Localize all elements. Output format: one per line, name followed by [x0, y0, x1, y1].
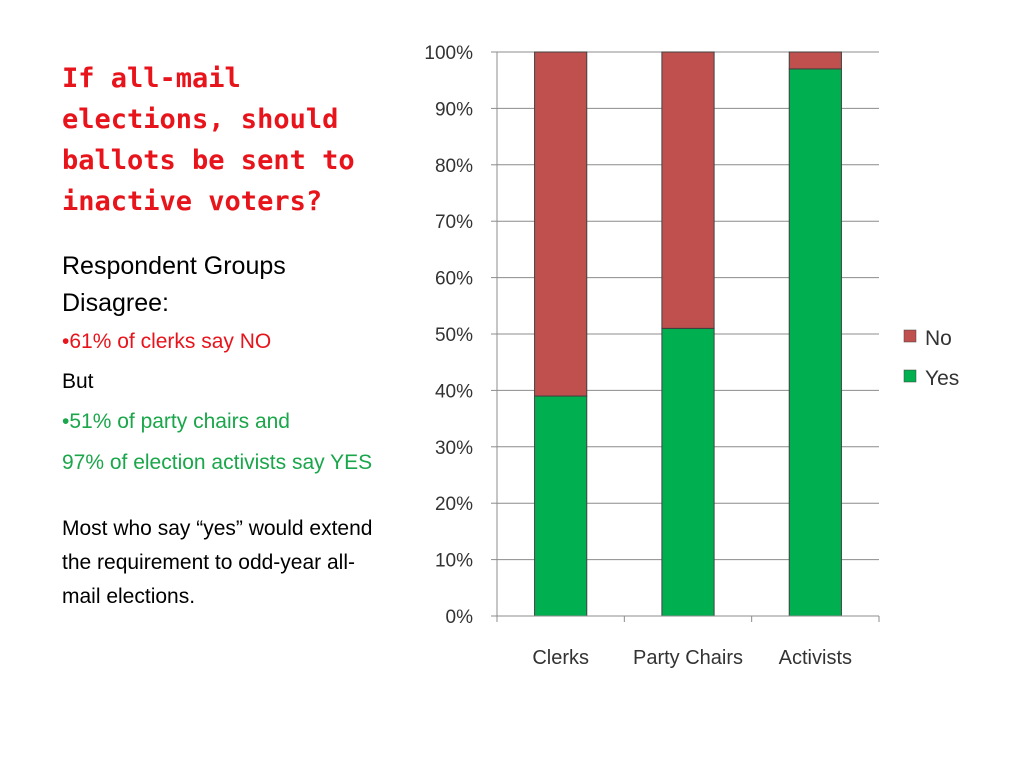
y-tick-label: 100% — [424, 43, 473, 64]
bar-yes-party-chairs — [661, 327, 715, 617]
y-tick-label: 0% — [446, 607, 474, 628]
y-tick-label: 80% — [435, 156, 473, 177]
axes — [491, 51, 880, 622]
x-category-label: Clerks — [532, 647, 589, 669]
bar-no-party-chairs — [661, 51, 715, 329]
connector-text: But — [62, 370, 94, 393]
closing-note: Most who say “yes” would extend the requ… — [62, 517, 373, 608]
body-heading: Respondent Groups Disagree: — [62, 252, 286, 317]
y-tick-label: 50% — [435, 325, 473, 346]
y-tick-labels: 0% 10% 20% 30% 40% 50% 60% 70% 80% 90% 100% — [424, 43, 473, 628]
slide-title: If all-mail elections, should ballots be… — [62, 63, 355, 217]
y-tick-label: 60% — [435, 269, 473, 290]
legend-label-yes: Yes — [925, 367, 959, 390]
bars — [534, 51, 842, 617]
y-tick-label: 70% — [435, 212, 473, 233]
y-tick-label: 20% — [435, 494, 473, 515]
bar-yes-clerks — [534, 395, 588, 617]
activists-bullet-continuation: 97% of election activists say YES — [62, 451, 373, 474]
clerks-bullet: •61% of clerks say NO — [62, 330, 272, 353]
bar-no-activists — [788, 51, 842, 70]
y-tick-label: 90% — [435, 99, 473, 120]
legend-label-no: No — [925, 327, 952, 350]
bar-no-clerks — [534, 51, 588, 397]
party-chairs-bullet: •51% of party chairs and — [62, 410, 290, 433]
legend-swatch-yes — [903, 369, 917, 383]
x-category-label: Party Chairs — [633, 647, 743, 669]
category-labels: Clerks Party Chairs Activists — [532, 647, 852, 669]
bar-yes-activists — [788, 68, 842, 617]
y-tick-label: 10% — [435, 551, 473, 572]
y-tick-label: 30% — [435, 438, 473, 459]
legend: No Yes — [903, 327, 959, 390]
y-tick-label: 40% — [435, 381, 473, 402]
x-category-label: Activists — [779, 647, 852, 669]
legend-swatch-no — [903, 329, 917, 343]
slide-body: Respondent Groups Disagree: •61% of cler… — [62, 248, 392, 614]
